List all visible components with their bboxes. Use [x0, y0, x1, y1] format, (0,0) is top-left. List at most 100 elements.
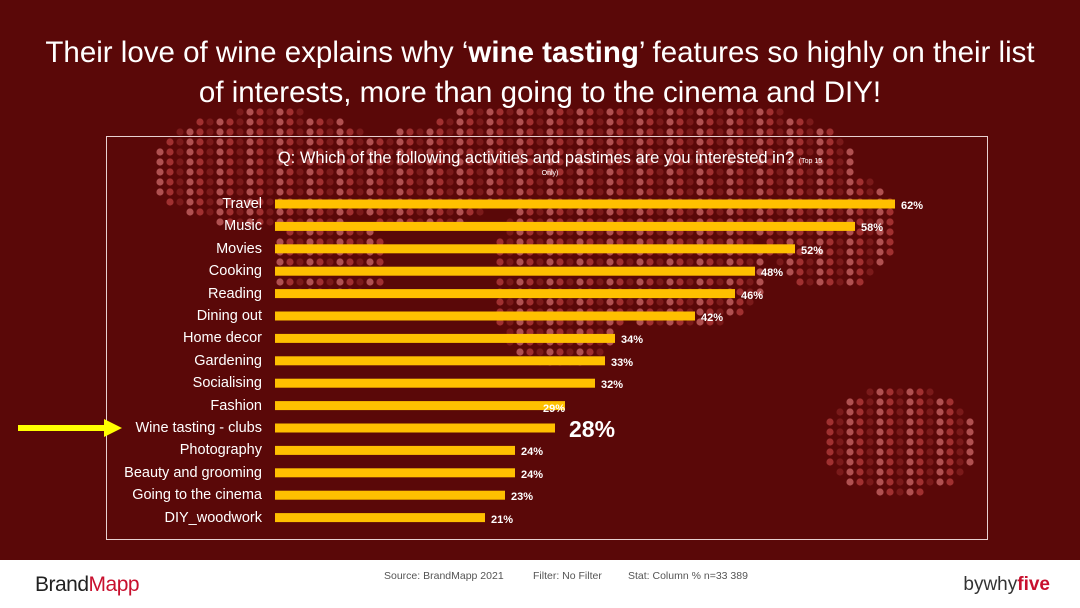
map-dot — [626, 128, 634, 136]
map-dot — [706, 178, 714, 186]
question-note: (Top 15 — [798, 158, 823, 165]
map-dot — [226, 138, 234, 146]
map-dot — [336, 138, 344, 146]
map-dot — [966, 418, 974, 426]
map-dot — [286, 258, 294, 266]
map-dot — [926, 398, 934, 406]
map-dot — [326, 188, 334, 196]
map-dot — [336, 258, 344, 266]
map-dot — [896, 448, 904, 456]
map-dot — [526, 128, 534, 136]
source-text: Source: BrandMapp 2021 — [384, 570, 504, 582]
map-dot — [746, 138, 754, 146]
map-dot — [956, 448, 964, 456]
map-dot — [266, 198, 274, 206]
map-dot — [596, 138, 604, 146]
map-dot — [686, 188, 694, 196]
map-dot — [786, 168, 794, 176]
map-dot — [316, 188, 324, 196]
map-dot — [726, 258, 734, 266]
map-dot — [606, 188, 614, 196]
map-dot — [426, 168, 434, 176]
map-dot — [606, 138, 614, 146]
map-dot — [206, 148, 214, 156]
map-dot — [296, 158, 304, 166]
map-dot — [576, 128, 584, 136]
map-dot — [216, 158, 224, 166]
map-dot — [496, 178, 504, 186]
map-dot — [196, 208, 204, 216]
map-dot — [866, 428, 874, 436]
map-dot — [326, 258, 334, 266]
map-dot — [226, 208, 234, 216]
map-dot — [526, 168, 534, 176]
map-dot — [396, 138, 404, 146]
map-dot — [266, 108, 274, 116]
map-dot — [696, 148, 704, 156]
map-dot — [796, 118, 804, 126]
map-dot — [896, 408, 904, 416]
map-dot — [766, 138, 774, 146]
map-dot — [726, 298, 734, 306]
map-dot — [946, 478, 954, 486]
map-dot — [466, 148, 474, 156]
map-dot — [876, 478, 884, 486]
map-dot — [266, 138, 274, 146]
map-dot — [436, 168, 444, 176]
map-dot — [846, 438, 854, 446]
map-dot — [656, 158, 664, 166]
map-dot — [706, 108, 714, 116]
map-dot — [656, 148, 664, 156]
map-dot — [866, 468, 874, 476]
map-dot — [686, 168, 694, 176]
map-dot — [166, 198, 174, 206]
map-dot — [836, 468, 844, 476]
map-dot — [796, 248, 804, 256]
map-dot — [566, 148, 574, 156]
map-dot — [776, 208, 784, 216]
map-dot — [916, 458, 924, 466]
map-dot — [496, 168, 504, 176]
map-dot — [646, 168, 654, 176]
map-dot — [746, 208, 754, 216]
map-dot — [296, 148, 304, 156]
bywhyfive-logo: bywhyfive — [963, 574, 1050, 596]
map-dot — [626, 148, 634, 156]
map-dot — [266, 128, 274, 136]
map-dot — [716, 238, 724, 246]
map-dot — [676, 158, 684, 166]
map-dot — [516, 208, 524, 216]
map-dot — [476, 128, 484, 136]
bar-plot — [275, 199, 895, 523]
map-dot — [686, 158, 694, 166]
map-dot — [656, 118, 664, 126]
map-dot — [326, 128, 334, 136]
map-dot — [466, 168, 474, 176]
map-dot — [776, 178, 784, 186]
map-dot — [546, 108, 554, 116]
map-dot — [586, 158, 594, 166]
map-dot — [546, 208, 554, 216]
map-dot — [706, 138, 714, 146]
map-dot — [886, 488, 894, 496]
map-dot — [286, 188, 294, 196]
map-dot — [616, 208, 624, 216]
map-dot — [686, 238, 694, 246]
map-dot — [906, 448, 914, 456]
map-dot — [196, 178, 204, 186]
category-label: DIY_woodwork — [164, 509, 262, 526]
map-dot — [836, 168, 844, 176]
map-dot — [916, 408, 924, 416]
map-dot — [496, 158, 504, 166]
map-dot — [256, 108, 264, 116]
map-dot — [556, 108, 564, 116]
map-dot — [386, 208, 394, 216]
map-dot — [856, 468, 864, 476]
map-dot — [826, 418, 834, 426]
map-dot — [546, 188, 554, 196]
map-dot — [446, 168, 454, 176]
map-dot — [826, 428, 834, 436]
map-dot — [376, 208, 384, 216]
map-dot — [286, 148, 294, 156]
map-dot — [476, 208, 484, 216]
